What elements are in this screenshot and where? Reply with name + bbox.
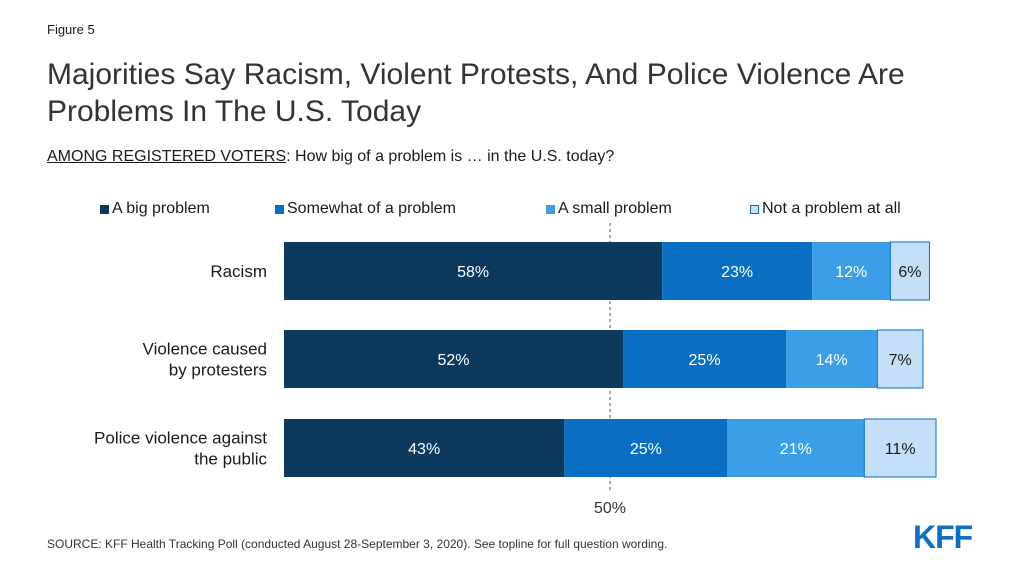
data-label: 7% [889,352,912,369]
bar-segment [812,242,891,300]
data-label: 25% [689,352,721,369]
bar-segment [284,242,663,300]
legend-item: Not a problem at all [750,200,901,218]
source-note: SOURCE: KFF Health Tracking Poll (conduc… [47,537,668,551]
legend-swatch [546,204,555,214]
bar-segment [284,419,565,477]
category-label: the public [194,450,267,469]
data-label: 14% [816,352,848,369]
bar-segment [564,419,728,477]
bar-segment [284,330,624,388]
data-label: 21% [780,441,812,458]
category-label: Racism [210,262,267,281]
bar-segment [727,419,865,477]
bar-segment [623,330,787,388]
category-label: by protesters [169,361,267,380]
legend-label: Somewhat of a problem [287,200,456,217]
bar-segment [863,418,937,478]
category-label: Violence caused [143,340,267,359]
legend-item: A big problem [100,200,210,218]
data-label: 58% [457,264,489,281]
legend-item: Somewhat of a problem [275,200,456,218]
data-label: 52% [438,352,470,369]
legend-item: A small problem [546,200,672,218]
chart-title: Majorities Say Racism, Violent Protests,… [47,58,905,128]
legend-label: A big problem [112,200,210,217]
legend-swatch [750,204,759,214]
bar-segment [786,330,878,388]
legend-swatch [275,204,284,214]
bar-segment [662,242,813,300]
reference-line-label: 50% [594,500,626,517]
data-label: 43% [408,441,440,458]
legend-label: A small problem [558,200,672,217]
legend: A big problem Somewhat of a problem A smal… [100,200,930,220]
bar-segment [876,329,924,389]
data-label: 23% [721,264,753,281]
subtitle-population: AMONG REGISTERED VOTERS [47,148,287,165]
legend-swatch [100,204,109,214]
category-label: Police violence against [94,429,267,448]
data-label: 6% [898,264,921,281]
legend-label: Not a problem at all [762,200,901,217]
bar-segment [889,241,930,301]
chart-subtitle: AMONG REGISTERED VOTERS: How big of a pr… [47,148,614,166]
data-label: 12% [835,264,867,281]
figure-label: Figure 5 [47,22,95,37]
data-label: 25% [630,441,662,458]
data-label: 11% [885,441,916,458]
subtitle-question: : How big of a problem is … in the U.S. … [286,148,615,165]
kff-logo: KFF [913,519,973,555]
